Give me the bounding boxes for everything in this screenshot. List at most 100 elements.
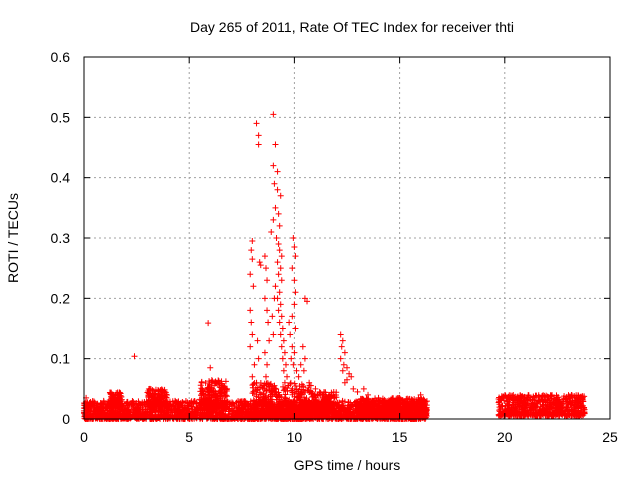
data-point [536,412,543,419]
data-point [263,387,270,394]
data-point [221,412,228,419]
data-point [572,397,579,404]
data-point [295,373,302,380]
data-point [208,377,215,384]
data-point [256,389,263,396]
data-point [340,411,347,418]
data-point [414,412,421,419]
data-point [172,409,179,416]
data-point [157,403,164,410]
data-point [162,413,169,420]
data-point [282,406,289,413]
data-point [404,395,411,402]
data-point [502,403,509,410]
data-point [249,390,256,397]
data-point [205,320,212,327]
data-point [298,381,305,388]
data-point [380,405,387,412]
data-point [109,408,116,415]
data-point [368,406,375,413]
data-point [241,406,248,413]
data-point [255,355,262,362]
data-point [154,394,161,401]
data-point [205,385,212,392]
data-point [103,413,110,420]
data-point [539,403,546,410]
data-point [226,411,233,418]
data-point [523,402,530,409]
data-point [500,393,507,400]
data-point [139,399,146,406]
data-point [163,412,170,419]
data-point [398,398,405,405]
data-point [222,385,229,392]
data-point [570,407,577,414]
data-point [276,393,283,400]
data-point [247,343,254,350]
data-point [275,241,282,248]
data-point [255,132,262,139]
data-point [326,415,333,422]
data-point [271,295,278,302]
data-point [259,401,266,408]
data-point [555,402,562,409]
data-point [267,393,274,400]
data-point [277,406,284,413]
data-point [211,387,218,394]
data-point [92,411,99,418]
data-point [302,400,309,407]
data-point [360,409,367,416]
data-point [414,402,421,409]
data-point [292,289,299,296]
data-point [277,331,284,338]
data-point [578,394,585,401]
data-point [574,405,581,412]
data-point [557,409,564,416]
data-point [276,289,283,296]
data-point [128,401,135,408]
data-point [288,355,295,362]
data-point [271,390,278,397]
data-point [291,244,298,251]
data-point [289,265,296,272]
data-point [225,408,232,415]
data-point [135,415,142,422]
data-point [275,307,282,314]
data-point [505,393,512,400]
data-point [198,400,205,407]
data-point [545,409,552,416]
data-point [291,301,298,308]
data-point [252,398,259,405]
data-point [319,406,326,413]
data-point [252,403,259,410]
data-point [292,382,299,389]
data-point [220,403,227,410]
data-point [386,411,393,418]
data-point [209,378,216,385]
data-point [263,387,270,394]
data-point [278,313,285,320]
data-point [198,394,205,401]
data-point [270,111,277,118]
data-point [567,402,574,409]
data-point [281,379,288,386]
data-point [555,394,562,401]
data-point [274,259,281,266]
data-point [192,412,199,419]
data-point [163,391,170,398]
data-point [287,399,294,406]
data-point [110,403,117,410]
data-point [253,379,260,386]
data-point [328,392,335,399]
data-point [145,392,152,399]
data-point [403,396,410,403]
data-point [419,404,426,411]
data-point [229,409,236,416]
data-point [320,398,327,405]
data-point [177,400,184,407]
data-point [264,277,271,284]
data-point [120,410,127,417]
data-point [399,412,406,419]
data-point [272,283,279,290]
data-point [261,349,268,356]
